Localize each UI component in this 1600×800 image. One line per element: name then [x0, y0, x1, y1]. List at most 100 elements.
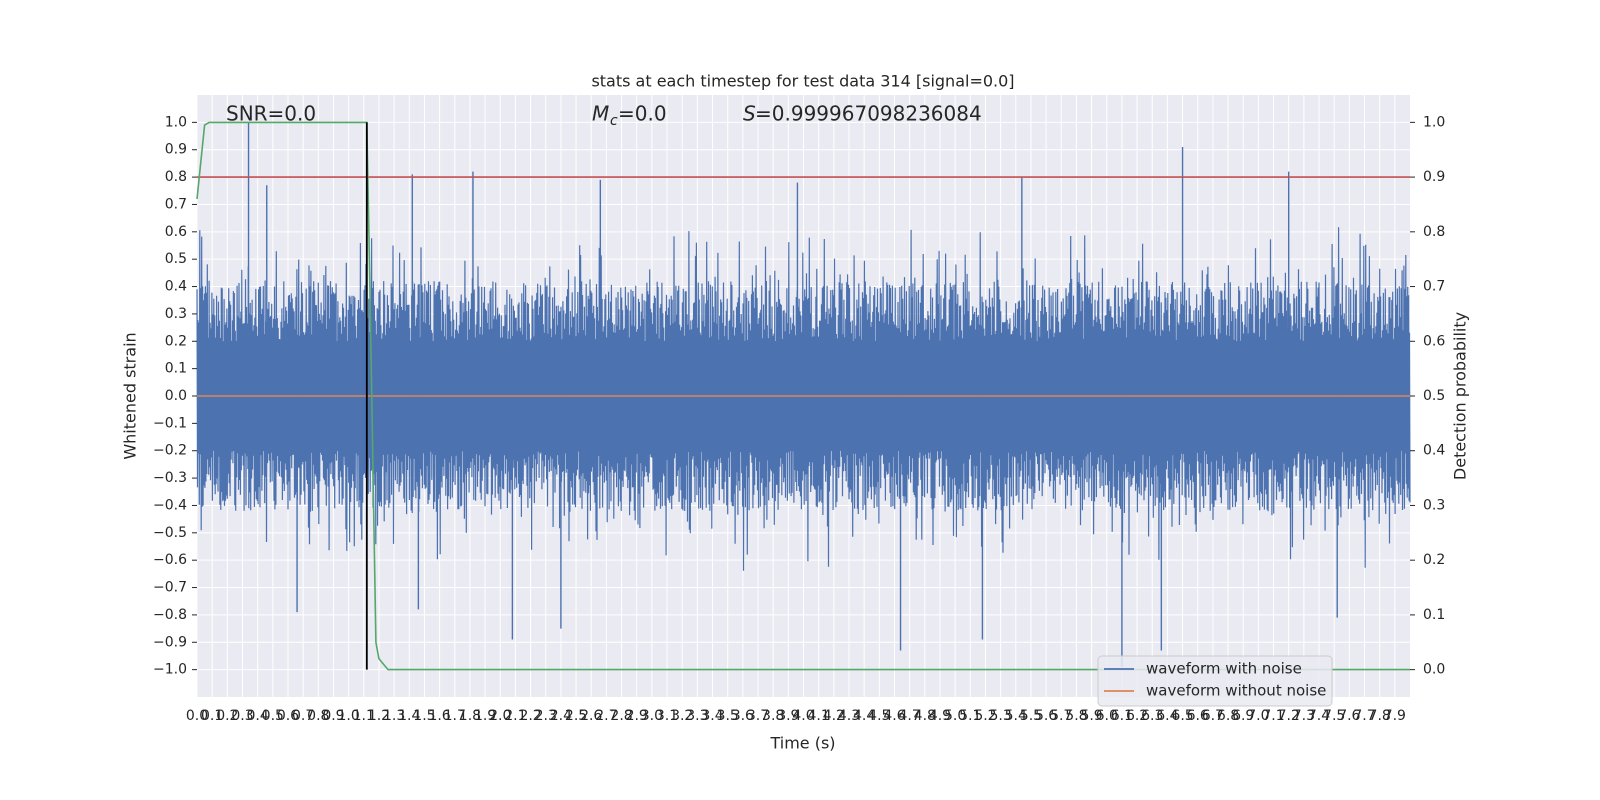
y-tick-label-left: 0.5 [165, 251, 187, 267]
y-tick-label-left: 0.1 [165, 361, 187, 377]
x-tick-label: 0.0 [186, 708, 208, 724]
x-tick-label: 4.6 [883, 708, 905, 724]
y-tick-label-left: 0.0 [165, 388, 187, 404]
x-tick-label: 5.4 [1005, 708, 1027, 724]
x-tick-label: 6.3 [1141, 708, 1163, 724]
x-tick-label: 0.5 [262, 708, 284, 724]
x-tick-label: 5.7 [1050, 708, 1072, 724]
mc-symbol: M [592, 102, 609, 126]
x-tick-label: 1.7 [444, 708, 466, 724]
x-tick-label: 3.4 [701, 708, 723, 724]
legend-label-without-noise: waveform without noise [1146, 682, 1326, 700]
x-tick-label: 7.2 [1278, 708, 1300, 724]
x-tick-label: 2.2 [519, 708, 541, 724]
x-tick-label: 3.2 [671, 708, 693, 724]
x-tick-label: 7.6 [1338, 708, 1360, 724]
x-tick-label: 0.2 [216, 708, 238, 724]
y-tick-label-right: 1.0 [1423, 114, 1445, 130]
y-tick-label-left: 0.2 [165, 333, 187, 349]
x-tick-label: 4.0 [792, 708, 814, 724]
y-tick-label-right: 0.7 [1423, 279, 1445, 295]
y-tick-label-left: −0.9 [153, 634, 187, 650]
mc-value: =0.0 [618, 102, 667, 126]
x-tick-label: 4.1 [808, 708, 830, 724]
x-tick-label: 5.9 [1080, 708, 1102, 724]
y-tick-label-right: 0.5 [1423, 388, 1445, 404]
x-tick-label: 5.5 [1020, 708, 1042, 724]
x-tick-label: 6.1 [1111, 708, 1133, 724]
annotation-s: S =0.999967098236084 [743, 102, 982, 126]
y-tick-label-left: −0.4 [153, 497, 187, 513]
y-tick-label-left: −0.1 [153, 415, 187, 431]
x-tick-label: 2.7 [595, 708, 617, 724]
x-tick-label: 5.2 [974, 708, 996, 724]
x-tick-label: 2.1 [504, 708, 526, 724]
x-tick-label: 2.0 [489, 708, 511, 724]
y-axis-right-label: Detection probability [1451, 312, 1470, 480]
y-axis-left-label: Whitened strain [121, 332, 140, 459]
x-tick-label: 4.2 [823, 708, 845, 724]
annotation-mc: M c =0.0 [592, 102, 667, 130]
x-tick-label: 6.9 [1232, 708, 1254, 724]
x-tick-label: 4.4 [853, 708, 875, 724]
x-tick-label: 6.0 [1096, 708, 1118, 724]
x-tick-label: 1.9 [474, 708, 496, 724]
x-tick-label: 2.3 [535, 708, 557, 724]
y-axis-left-tick-labels: −1.0 −0.9 −0.8 −0.7 −0.6 −0.5 −0.4 −0.3 −0.2 −0.1… [153, 114, 197, 678]
y-tick-label-right: 0.0 [1423, 662, 1445, 678]
x-tick-label: 1.8 [459, 708, 481, 724]
x-tick-label: 7.0 [1247, 708, 1269, 724]
x-tick-label: 3.1 [656, 708, 678, 724]
x-tick-label: 7.7 [1353, 708, 1375, 724]
x-tick-label: 3.8 [762, 708, 784, 724]
x-tick-label: 2.6 [580, 708, 602, 724]
x-tick-label: 6.5 [1171, 708, 1193, 724]
x-tick-label: 5.8 [1065, 708, 1087, 724]
x-tick-label: 7.1 [1262, 708, 1284, 724]
x-tick-label: 1.6 [428, 708, 450, 724]
x-tick-label: 3.5 [717, 708, 739, 724]
x-tick-label: 4.3 [838, 708, 860, 724]
y-tick-label-left: −0.7 [153, 580, 187, 596]
x-tick-label: 3.7 [747, 708, 769, 724]
y-tick-label-left: −0.3 [153, 470, 187, 486]
x-tick-label: 3.6 [732, 708, 754, 724]
x-tick-label: 6.4 [1156, 708, 1178, 724]
y-tick-label-left: −1.0 [153, 662, 187, 678]
y-tick-label-left: −0.6 [153, 552, 187, 568]
x-tick-label: 0.7 [292, 708, 314, 724]
y-tick-label-right: 0.3 [1423, 497, 1445, 513]
legend-label-with-noise: waveform with noise [1146, 660, 1302, 678]
x-tick-label: 0.9 [322, 708, 344, 724]
x-tick-label: 6.7 [1202, 708, 1224, 724]
y-tick-label-left: 0.6 [165, 224, 187, 240]
x-tick-label: 5.0 [944, 708, 966, 724]
x-tick-label: 2.8 [610, 708, 632, 724]
chart-title: stats at each timestep for test data 314… [591, 72, 1014, 91]
y-tick-label-left: 0.3 [165, 306, 187, 322]
s-symbol: S [743, 102, 756, 126]
y-tick-label-right: 0.2 [1423, 552, 1445, 568]
y-tick-label-right: 0.1 [1423, 607, 1445, 623]
x-tick-label: 3.3 [686, 708, 708, 724]
y-tick-label-left: 0.8 [165, 169, 187, 185]
mc-subscript: c [610, 113, 618, 129]
x-tick-label: 2.4 [550, 708, 572, 724]
x-tick-label: 0.8 [307, 708, 329, 724]
y-tick-label-left: 1.0 [165, 114, 187, 130]
x-tick-label: 5.1 [959, 708, 981, 724]
y-tick-label-left: −0.8 [153, 607, 187, 623]
x-tick-label: 1.1 [353, 708, 375, 724]
y-tick-label-right: 0.4 [1423, 443, 1445, 459]
x-tick-label: 4.5 [868, 708, 890, 724]
y-tick-label-right: 0.8 [1423, 224, 1445, 240]
y-axis-right-tick-labels: 0.0 0.1 0.2 0.3 0.4 0.5 0.6 0.7 0.8 0.9 1.0 [1410, 114, 1445, 678]
x-tick-label: 7.8 [1369, 708, 1391, 724]
x-tick-label: 5.3 [989, 708, 1011, 724]
x-tick-label: 5.6 [1035, 708, 1057, 724]
x-tick-label: 1.2 [368, 708, 390, 724]
y-tick-label-left: 0.7 [165, 196, 187, 212]
x-tick-label: 0.3 [231, 708, 253, 724]
legend-box [1097, 655, 1333, 707]
